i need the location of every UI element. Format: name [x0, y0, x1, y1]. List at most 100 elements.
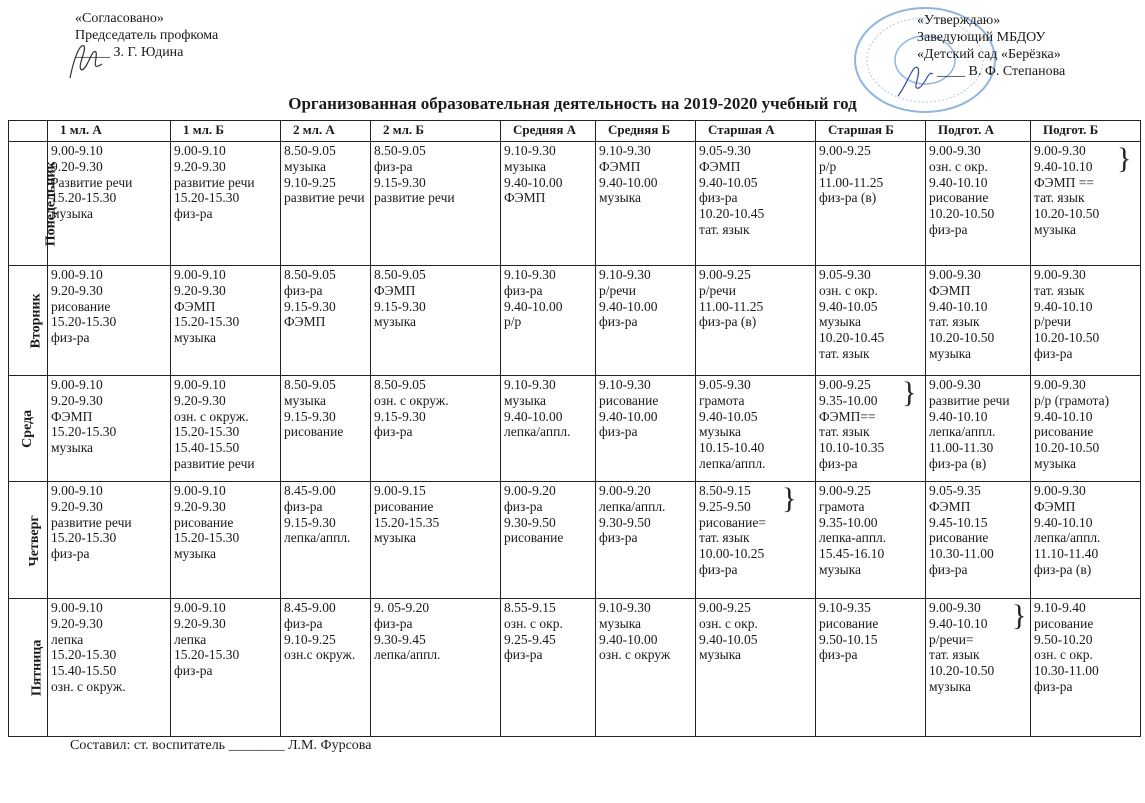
schedule-cell: 9.00-9.30 развитие речи 9.40-10.10 лепка/ап…	[925, 375, 1031, 482]
time-slot: 10.30-11.00	[1034, 663, 1099, 679]
time-slot: 15.45-16.10	[819, 546, 885, 562]
day-cell: Пятница	[8, 598, 48, 737]
activity: развитие речи	[51, 514, 132, 530]
table-row: Четверг 9.00-9.10 9.20-9.30 развитие речи 15…	[8, 481, 1141, 599]
schedule-cell: 9.00-9.10 9.20-9.30 озн. с окруж. 15.20-15.…	[170, 375, 281, 482]
activity: физ-ра	[374, 158, 413, 174]
time-slot: 10.00-10.25	[699, 546, 765, 562]
activity: музыка	[374, 314, 417, 330]
time-slot: 9.15-9.30	[284, 514, 336, 530]
schedule-cell: 9.10-9.40 рисование 9.50-10.20 озн. с окр. 1…	[1030, 598, 1141, 737]
brace-mark: }	[1117, 142, 1132, 175]
activity: лепка-аппл.	[819, 530, 887, 546]
activity: озн. с окр.	[819, 282, 878, 298]
activity: р/речи	[699, 282, 736, 298]
activity: рисование	[51, 298, 111, 314]
schedule-cell: 8.50-9.05 музыка 9.15-9.30 рисование	[280, 375, 371, 482]
time-slot: 9.00-9.25	[819, 483, 871, 498]
activity: ФЭМП	[599, 158, 641, 174]
day-cell: Вторник	[8, 265, 48, 376]
time-slot: 9.00-9.30	[1034, 377, 1086, 392]
time-slot: 9.50-10.15	[819, 631, 878, 647]
time-slot: 10.20-10.50	[1034, 330, 1100, 346]
time-slot: 9.00-9.25	[819, 377, 871, 392]
schedule-cell: 9.00-9.10 9.20-9.30 лепка 15.20-15.30 15.40-…	[47, 598, 171, 737]
time-slot: 15.40-15.50	[51, 663, 117, 679]
activity: рисование=	[699, 514, 766, 530]
activity: физ-ра	[504, 647, 543, 663]
activity: ФЭМП	[699, 158, 741, 174]
activity: музыка	[504, 392, 547, 408]
time-slot: 10.10-10.35	[819, 440, 885, 456]
activity: рисование	[374, 498, 434, 514]
activity: озн. с окруж	[599, 647, 671, 663]
column-header: Подгот. Б	[1030, 120, 1141, 142]
schedule-cell: 9.00-9.30 р/р (грамота) 9.40-10.10 рисовани…	[1030, 375, 1141, 482]
schedule-cell: 9.00-9.30 озн. с окр. 9.40-10.10 рисование 1…	[925, 141, 1031, 266]
activity: озн. с окр.	[929, 158, 988, 174]
activity: рисование	[1034, 424, 1094, 440]
activity: лепка/аппл.	[599, 498, 666, 514]
time-slot: 9.10-9.30	[504, 143, 556, 158]
time-slot: 9.10-9.30	[504, 267, 556, 282]
time-slot: 15.20-15.30	[174, 424, 240, 440]
activity: музыка	[1034, 221, 1077, 237]
time-slot: 15.20-15.35	[374, 514, 440, 530]
time-slot: 9.35-10.00	[819, 514, 878, 530]
activity: лепка/аппл.	[699, 455, 766, 471]
time-slot: 9.10-9.25	[284, 174, 336, 190]
activity: озн. с окруж.	[51, 678, 126, 694]
activity: лепка	[174, 631, 207, 647]
time-slot: 9. 05-9.20	[374, 600, 430, 615]
brace-mark: }	[782, 482, 797, 515]
table-row: Среда 9.00-9.10 9.20-9.30 ФЭМП 15.20-15.30 му…	[8, 375, 1141, 482]
time-slot: 9.10-9.30	[599, 267, 651, 282]
time-slot: 8.50-9.05	[374, 143, 426, 158]
time-slot: 9.00-9.10	[51, 143, 103, 158]
document-title: Организованная образовательная деятельно…	[288, 94, 857, 113]
schedule-cell: 9.00-9.25 р/р 11.00-11.25 физ-ра (в)	[815, 141, 926, 266]
time-slot: 9.20-9.30	[174, 392, 226, 408]
day-cell: Четверг	[8, 481, 48, 599]
schedule-cell: 9.05-9.30 грамота 9.40-10.05 музыка 10.15-10…	[695, 375, 816, 482]
activity: рисование	[284, 424, 344, 440]
activity: физ-ра	[1034, 345, 1073, 361]
time-slot: 9.15-9.30	[374, 298, 426, 314]
time-slot: 8.50-9.15	[699, 483, 751, 498]
activity: физ-ра	[51, 546, 90, 562]
activity: музыка	[1034, 455, 1077, 471]
time-slot: 10.20-10.50	[1034, 206, 1100, 222]
compiled-by: Составил: ст. воспитатель ________ Л.М. …	[70, 738, 372, 753]
activity: лепка/аппл.	[504, 424, 571, 440]
schedule-cell: 8.50-9.05 физ-ра 9.15-9.30 ФЭМП	[280, 265, 371, 376]
schedule-cell: 9.10-9.30 музыка 9.40-10.00 ФЭМП	[500, 141, 596, 266]
signature	[897, 66, 934, 97]
activity: рисование	[929, 190, 989, 206]
schedule-cell: 8.50-9.05 озн. с окруж. 9.15-9.30 физ-ра	[370, 375, 501, 482]
column-header: Старшая А	[695, 120, 816, 142]
time-slot: 15.20-15.30	[51, 314, 117, 330]
activity: лепка	[51, 631, 84, 647]
activity: рисование	[929, 530, 989, 546]
signature	[69, 45, 103, 79]
activity: музыка	[174, 330, 217, 346]
time-slot: 9.00-9.15	[374, 483, 426, 498]
time-slot: 9.40-10.10	[1034, 298, 1093, 314]
schedule-cell: 9.10-9.35 рисование 9.50-10.15 физ-ра	[815, 598, 926, 737]
activity: лепка/аппл.	[284, 530, 351, 546]
activity: музыка	[599, 190, 642, 206]
time-slot: 9.00-9.10	[174, 377, 226, 392]
activity: тат. язык	[819, 424, 870, 440]
schedule-cell: 9.00-9.25 9.35-10.00 ФЭМП== тат. язык 10.10-…	[815, 375, 926, 482]
activity: р/речи	[599, 282, 636, 298]
schedule-cell: 9.10-9.30 физ-ра 9.40-10.00 р/р	[500, 265, 596, 376]
column-header: Подгот. А	[925, 120, 1031, 142]
schedule-cell: 9.00-9.25 р/речи 11.00-11.25 физ-ра (в)	[695, 265, 816, 376]
day-label: Пятница	[29, 639, 45, 697]
time-slot: 9.40-10.00	[504, 298, 563, 314]
activity: физ-ра (в)	[1034, 561, 1092, 577]
time-slot: 9.10-9.30	[599, 143, 651, 158]
schedule-cell: 9.05-9.30 ФЭМП 9.40-10.05 физ-ра 10.20-10.45…	[695, 141, 816, 266]
activity: р/р	[819, 158, 837, 174]
column-header: 2 мл. Б	[370, 120, 501, 142]
